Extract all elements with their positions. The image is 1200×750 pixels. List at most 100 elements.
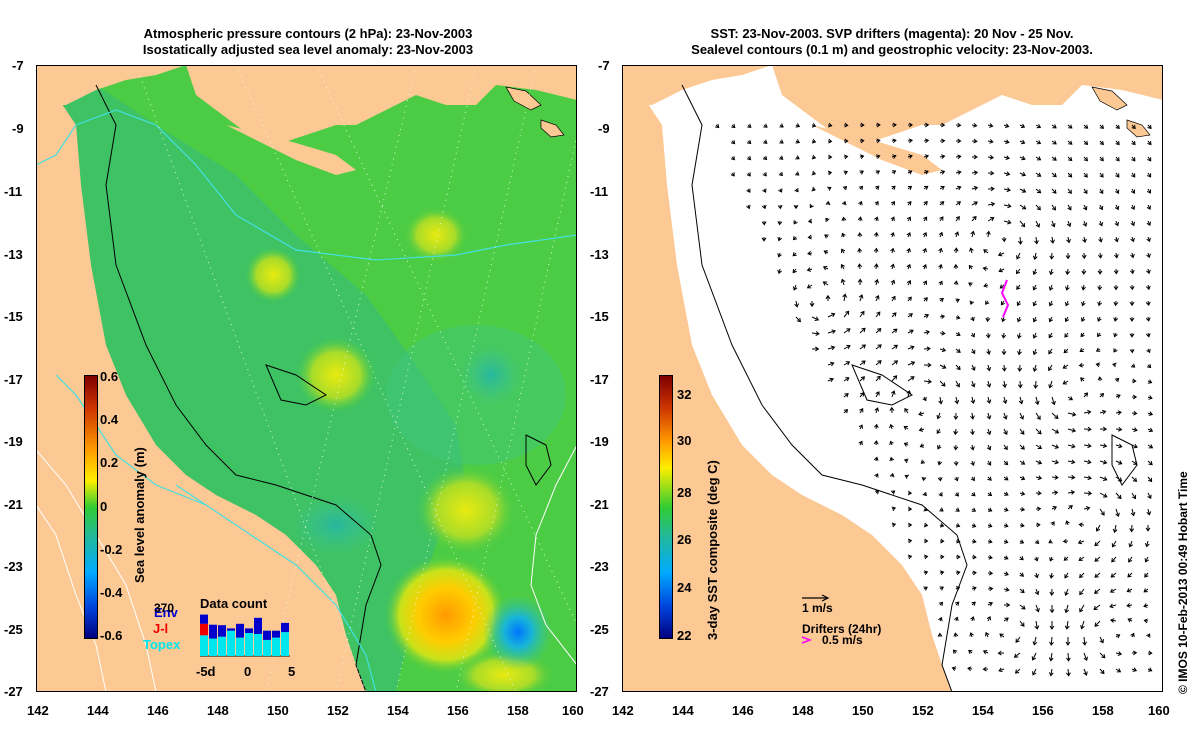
velocity-arrow <box>1067 188 1072 194</box>
velocity-arrowhead <box>806 284 812 289</box>
velocity-arrow <box>1033 364 1037 372</box>
velocity-arrowhead <box>1014 669 1020 674</box>
velocity-arrowhead <box>910 361 916 366</box>
velocity-arrowhead <box>1032 641 1038 646</box>
velocity-arrowhead <box>1003 461 1009 466</box>
velocity-arrowhead <box>1115 173 1120 178</box>
velocity-arrowhead <box>1064 333 1069 338</box>
velocity-arrowhead <box>953 430 959 436</box>
velocity-arrow <box>1083 492 1092 494</box>
velocity-arrowhead <box>1117 651 1123 656</box>
velocity-arrowhead <box>1032 671 1037 676</box>
velocity-arrow <box>795 316 801 322</box>
velocity-arrowhead <box>890 200 896 206</box>
velocity-arrow <box>1127 572 1133 578</box>
sst-tick-1: 30 <box>677 433 692 448</box>
velocity-arrowhead <box>1114 221 1119 227</box>
velocity-arrowhead <box>973 154 978 160</box>
velocity-arrowhead <box>1048 366 1053 372</box>
velocity-arrow <box>1094 556 1101 562</box>
velocity-arrowhead <box>955 523 961 528</box>
data-count-legend-jl: J-l <box>153 621 169 636</box>
velocity-arrow <box>971 364 976 371</box>
velocity-arrowhead <box>1049 557 1054 562</box>
left-ytick-3: -13 <box>4 247 23 262</box>
velocity-arrowhead <box>843 170 849 175</box>
velocity-arrowhead <box>971 366 976 371</box>
velocity-arrowhead <box>939 216 944 221</box>
velocity-arrow <box>1109 604 1117 608</box>
velocity-arrowhead <box>1034 240 1039 245</box>
velocity-arrowhead <box>924 313 930 319</box>
sla-tick-3: 0 <box>100 499 108 514</box>
velocity-arrow <box>1128 556 1133 563</box>
velocity-arrow <box>875 344 882 350</box>
right-xtick-9: 160 <box>1148 703 1170 718</box>
velocity-arrowhead <box>1054 414 1059 419</box>
velocity-arrowhead <box>940 170 946 175</box>
velocity-arrowhead <box>809 302 815 308</box>
velocity-arrowhead <box>969 632 974 637</box>
velocity-arrow <box>939 348 946 352</box>
velocity-arrowhead <box>1113 286 1119 291</box>
velocity-arrowhead <box>811 186 816 192</box>
velocity-arrowhead <box>982 650 988 655</box>
velocity-arrowhead <box>1020 475 1026 481</box>
velocity-arrow <box>1035 396 1039 405</box>
velocity-arrowhead <box>1051 206 1056 211</box>
velocity-arrowhead <box>1131 173 1136 178</box>
velocity-arrowhead <box>890 490 896 495</box>
velocity-arrow <box>1051 412 1059 419</box>
velocity-arrow <box>1065 588 1069 596</box>
velocity-arrow <box>1050 652 1053 661</box>
velocity-arrowhead <box>1033 384 1039 389</box>
velocity-arrowhead <box>1147 379 1153 384</box>
left-ytick-0: -7 <box>12 58 24 73</box>
velocity-arrow <box>1019 412 1024 420</box>
velocity-arrow <box>1051 396 1055 405</box>
velocity-arrowhead <box>1098 238 1103 243</box>
velocity-arrow <box>987 217 994 222</box>
velocity-arrowhead <box>1001 334 1007 339</box>
right-ytick-9: -25 <box>590 622 609 637</box>
velocity-arrowhead <box>1093 605 1098 610</box>
velocity-arrowhead <box>954 616 959 622</box>
velocity-arrowhead <box>874 473 879 478</box>
velocity-arrow <box>1035 604 1039 612</box>
velocity-arrow <box>1094 540 1101 546</box>
velocity-arrowhead <box>1129 317 1135 322</box>
velocity-arrowhead <box>891 170 897 175</box>
velocity-arrowhead <box>941 330 946 336</box>
velocity-arrowhead <box>1147 494 1152 499</box>
velocity-arrow <box>955 396 958 404</box>
velocity-arrow <box>1019 620 1025 627</box>
velocity-arrow <box>1079 572 1085 578</box>
velocity-arrow <box>859 392 864 398</box>
velocity-arrowhead <box>939 522 945 528</box>
velocity-arrow <box>1131 508 1135 516</box>
velocity-arrowhead <box>807 250 812 256</box>
velocity-arrowhead <box>970 316 975 322</box>
velocity-arrowhead <box>1129 333 1135 338</box>
velocity-arrowhead <box>873 231 879 237</box>
velocity-arrowhead <box>1080 332 1085 338</box>
velocity-arrowhead <box>955 586 961 591</box>
right-ytick-8: -23 <box>590 559 609 574</box>
velocity-arrowhead <box>1001 351 1007 356</box>
velocity-arrow <box>1099 636 1104 643</box>
velocity-arrowhead <box>874 278 879 284</box>
velocity-arrowhead <box>730 172 735 177</box>
left-xtick-5: 152 <box>327 703 349 718</box>
svp-drifter-track <box>1000 279 1010 318</box>
velocity-arrowhead <box>1054 444 1060 449</box>
velocity-arrow <box>1067 652 1070 661</box>
velocity-arrowhead <box>922 280 927 285</box>
velocity-arrowhead <box>1004 476 1009 481</box>
velocity-arrowhead <box>1032 255 1038 261</box>
velocity-arrowhead <box>983 283 988 288</box>
velocity-arrowhead <box>940 185 945 191</box>
velocity-arrowhead <box>1087 459 1092 465</box>
velocity-arrowhead <box>1005 139 1010 144</box>
velocity-arrowhead <box>939 507 944 512</box>
velocity-arrowhead <box>846 344 851 350</box>
